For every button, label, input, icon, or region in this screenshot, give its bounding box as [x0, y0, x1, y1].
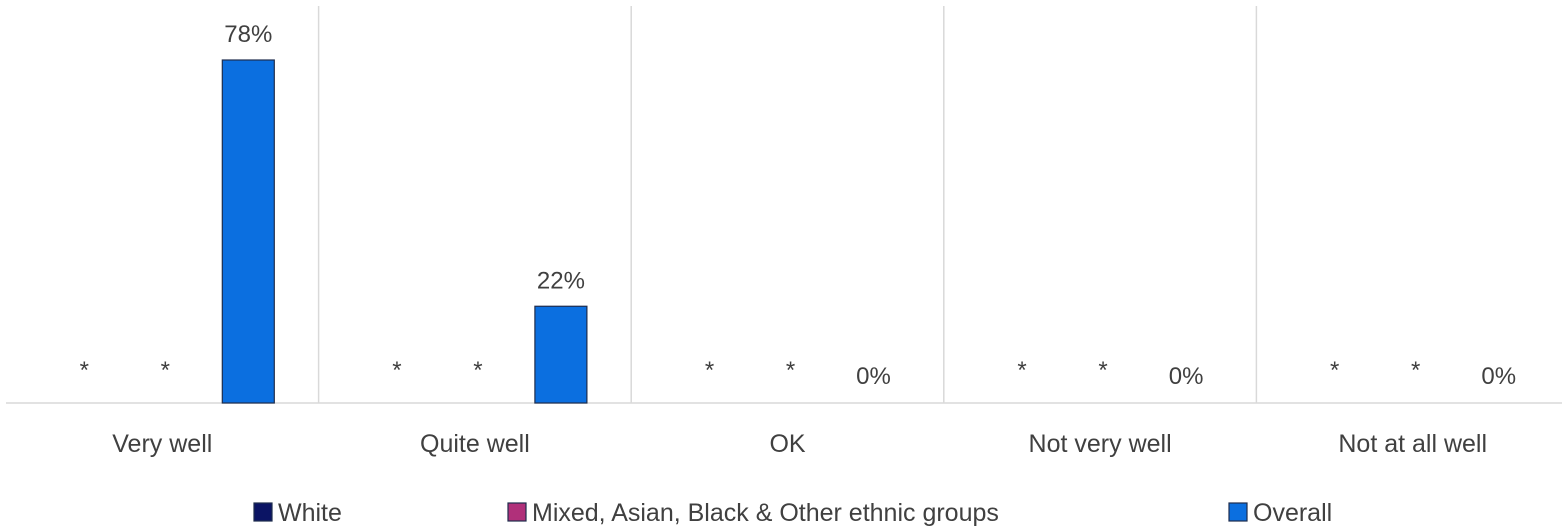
legend-label: White	[278, 499, 342, 527]
data-label: 0%	[1481, 363, 1516, 390]
x-tick-label: Not at all well	[1338, 430, 1487, 458]
data-label: *	[161, 357, 170, 384]
bars	[221, 59, 588, 404]
x-tick-label: Very well	[112, 430, 212, 458]
legend: White Mixed, Asian, Black & Other ethnic …	[253, 499, 1332, 527]
bar-overall	[534, 305, 588, 404]
data-labels: * * 78% * * 22% * * 0% * * 0% * * 0%	[80, 21, 1516, 390]
data-label: *	[1017, 357, 1026, 384]
x-tick-label: OK	[769, 430, 805, 458]
data-label: 0%	[856, 363, 891, 390]
legend-label: Overall	[1253, 499, 1332, 527]
data-label: 78%	[224, 21, 272, 48]
legend-swatch	[507, 502, 527, 522]
legend-swatch	[1228, 502, 1248, 522]
x-tick-labels: Very well Quite well OK Not very well Not at…	[112, 430, 1487, 458]
category-dividers	[317, 6, 1258, 403]
data-label: *	[1330, 357, 1339, 384]
data-label: *	[80, 357, 89, 384]
legend-swatch	[253, 502, 273, 522]
x-tick-label: Quite well	[420, 430, 530, 458]
data-label: *	[1411, 357, 1420, 384]
bar-overall	[221, 59, 275, 404]
legend-label: Mixed, Asian, Black & Other ethnic group…	[532, 499, 999, 527]
data-label: *	[786, 357, 795, 384]
data-label: *	[392, 357, 401, 384]
data-label: *	[473, 357, 482, 384]
data-label: 0%	[1169, 363, 1204, 390]
data-label: *	[1098, 357, 1107, 384]
data-label: *	[705, 357, 714, 384]
x-tick-label: Not very well	[1029, 430, 1172, 458]
data-label: 22%	[537, 267, 585, 294]
